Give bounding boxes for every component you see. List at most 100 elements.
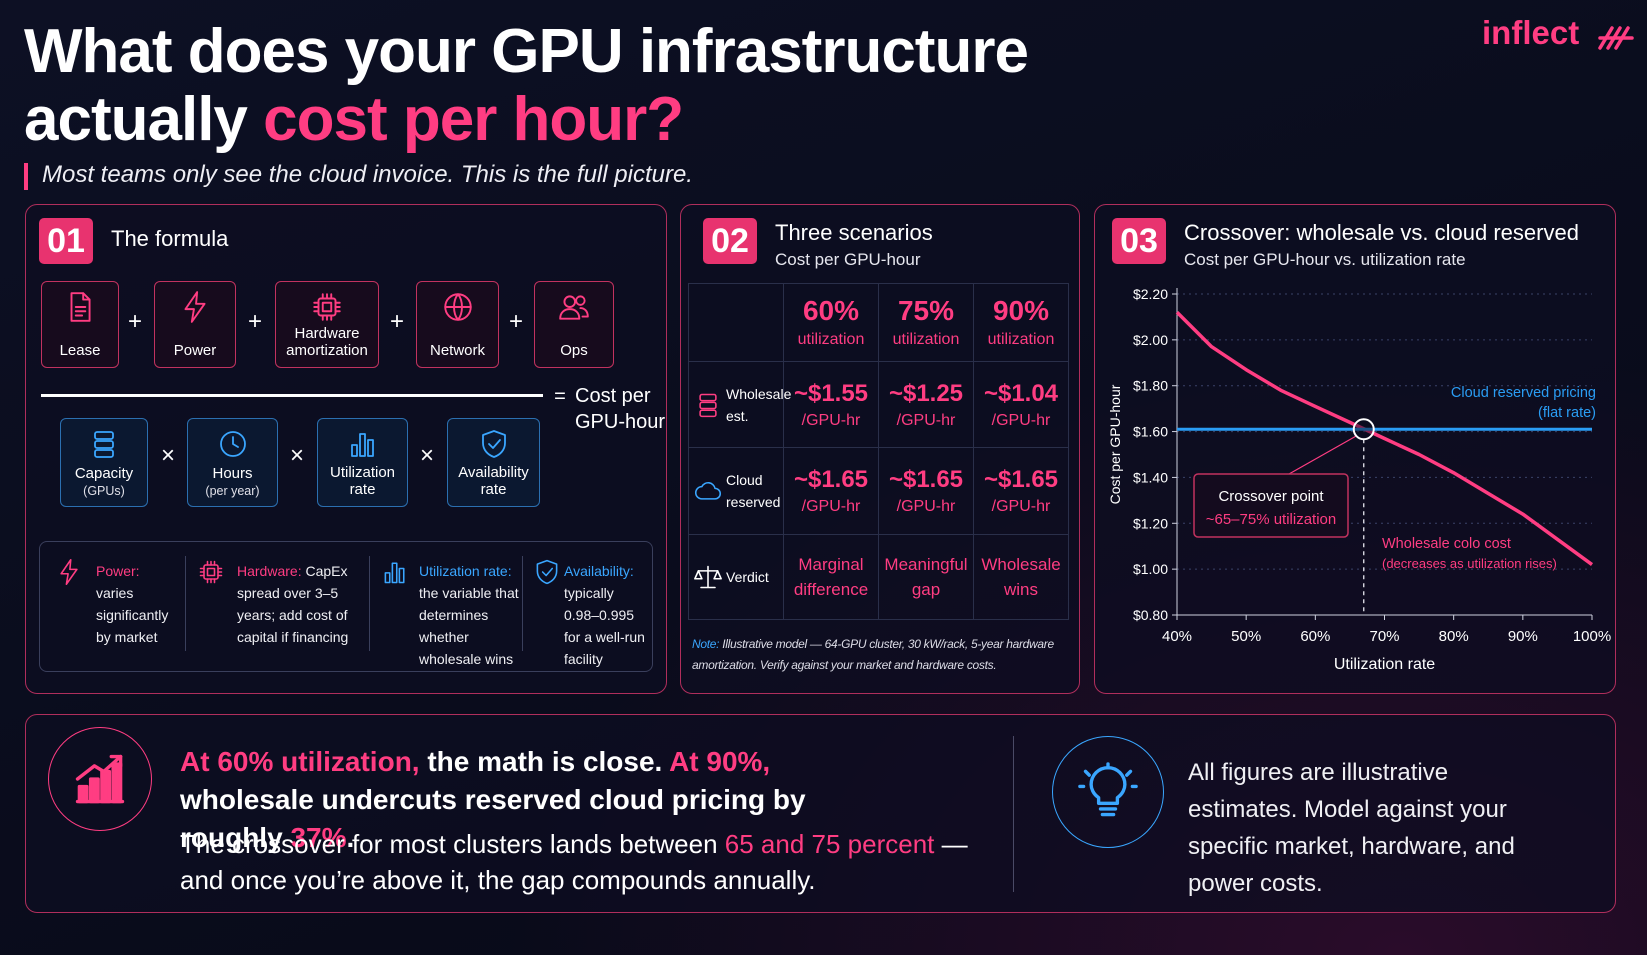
panel-subtitle: Cost per GPU-hour bbox=[775, 250, 921, 269]
icon bbox=[184, 291, 206, 323]
icon-part bbox=[699, 401, 717, 409]
times-sign: × bbox=[160, 442, 176, 469]
chart-panel bbox=[1094, 204, 1616, 694]
icon-part bbox=[94, 431, 114, 458]
icon bbox=[70, 292, 91, 322]
icon-part bbox=[111, 762, 123, 804]
y-axis-label: Cost per GPU-hour bbox=[1107, 384, 1123, 504]
divisor-label: Utilization rate bbox=[329, 464, 396, 498]
times-sign: × bbox=[289, 442, 305, 469]
row-header: Cloud reserved bbox=[688, 448, 784, 535]
cell-unit: /GPU-hr bbox=[896, 411, 956, 429]
icon bbox=[481, 430, 506, 458]
plus-sign: + bbox=[508, 308, 524, 335]
highlight-text: At 60% utilization, bbox=[180, 746, 420, 777]
panel-title: Three scenarios bbox=[775, 220, 933, 245]
title-line: actually cost per hour? bbox=[24, 86, 1028, 154]
note-body: typically 0.98–0.995 for a well-run faci… bbox=[564, 585, 645, 667]
icon-part bbox=[699, 393, 717, 417]
cost-item: Power bbox=[154, 281, 236, 368]
x-tick-label: 100% bbox=[1573, 628, 1611, 645]
series-line bbox=[1175, 311, 1594, 567]
divisor-item: Availability rate bbox=[447, 418, 540, 507]
plain-text: wholesale undercuts reserved cloud prici… bbox=[180, 746, 814, 853]
highlight-text: 37% bbox=[290, 822, 347, 853]
x-tick-label: 70% bbox=[1369, 628, 1399, 645]
icon bbox=[75, 754, 125, 804]
cell-unit: /GPU-hr bbox=[896, 498, 956, 515]
icon-part bbox=[206, 567, 216, 577]
icon-part bbox=[398, 567, 405, 584]
title-line: What does your GPU infrastructure bbox=[24, 17, 1029, 86]
icon-part bbox=[350, 433, 374, 457]
table-cell: Marginal difference bbox=[784, 535, 879, 620]
table-cell: ~$1.65/GPU-hr bbox=[879, 448, 974, 535]
panel-subtitle: Cost per GPU-hour vs. utilization rate bbox=[1184, 250, 1466, 269]
icon-part bbox=[559, 308, 581, 320]
icon-part bbox=[109, 754, 123, 768]
panel-title: The formula bbox=[111, 226, 229, 251]
icon-part bbox=[100, 769, 112, 804]
divisor-label: Capacity bbox=[74, 465, 134, 482]
crossover-marker bbox=[1352, 418, 1375, 441]
divisor-item: Capacity (GPUs) bbox=[60, 418, 148, 507]
cost-label: Hardware amortization bbox=[286, 325, 368, 359]
cell-unit: /GPU-hr bbox=[991, 498, 1051, 515]
icon bbox=[694, 565, 722, 589]
divisor-label: Hours bbox=[212, 465, 253, 482]
icon bbox=[219, 431, 246, 457]
table-note: Note: Illustrative model — 64-GPU cluste… bbox=[692, 634, 1072, 676]
icon-part bbox=[313, 293, 341, 321]
icon-part bbox=[94, 449, 114, 458]
icon-part bbox=[88, 777, 100, 804]
times-sign: × bbox=[419, 442, 435, 469]
note-term: Power: bbox=[96, 563, 140, 579]
fraction-line bbox=[41, 394, 543, 397]
icon-part bbox=[94, 431, 114, 440]
icon bbox=[384, 562, 405, 584]
icon bbox=[559, 295, 589, 320]
y-tick-label: $1.00 bbox=[1133, 561, 1168, 577]
cost-label: Lease bbox=[59, 342, 101, 359]
series-label: Cloud reserved pricing bbox=[1451, 385, 1596, 401]
title-plain: actually bbox=[24, 85, 248, 154]
icon-part bbox=[694, 482, 721, 500]
column-pct: 60% bbox=[802, 295, 860, 326]
table-cell: ~$1.65/GPU-hr bbox=[784, 448, 879, 535]
cost-item: Network bbox=[416, 281, 499, 368]
icon-part bbox=[697, 565, 719, 589]
note-body: CapEx spread over 3–5 years; add cost of… bbox=[237, 563, 349, 645]
icon bbox=[199, 560, 223, 584]
cost-label: Ops bbox=[560, 342, 588, 359]
icon-part bbox=[699, 393, 717, 401]
icon bbox=[313, 293, 341, 321]
y-tick-label: $0.80 bbox=[1133, 607, 1168, 623]
icon-part bbox=[82, 292, 91, 301]
plain-text: . bbox=[346, 822, 355, 853]
icon-part bbox=[199, 560, 223, 584]
row-header: Verdict bbox=[688, 535, 784, 620]
table-cell: ~$1.55/GPU-hr bbox=[784, 362, 879, 448]
chart: $0.80 $1.00 $1.20 $1.40 $1.60 $1.80 $2.00 $2.20… bbox=[1107, 286, 1611, 673]
notes-box bbox=[39, 541, 653, 672]
icon-part bbox=[694, 482, 721, 500]
icon-part bbox=[1089, 765, 1127, 805]
title-highlight: cost per hour? bbox=[263, 85, 684, 154]
icon-part bbox=[321, 301, 333, 313]
icon-part bbox=[70, 292, 91, 322]
divisor-item: Utilization rate bbox=[317, 418, 408, 507]
brand-name: inflect bbox=[1482, 14, 1580, 51]
column-label: utilization bbox=[797, 331, 865, 348]
icon-part bbox=[203, 564, 219, 580]
column-label: utilization bbox=[987, 331, 1055, 348]
icon-part bbox=[75, 754, 125, 804]
note-lead: Note: bbox=[692, 637, 720, 651]
cost-label: Network bbox=[429, 342, 485, 359]
icon bbox=[694, 482, 721, 500]
note-text: Utilization rate: the variable that dete… bbox=[419, 560, 523, 670]
icon-part bbox=[184, 291, 206, 323]
row-label: Cloud reserved bbox=[726, 472, 781, 510]
series-label: Wholesale colo cost bbox=[1382, 536, 1511, 552]
panel-number: 02 bbox=[703, 218, 757, 264]
